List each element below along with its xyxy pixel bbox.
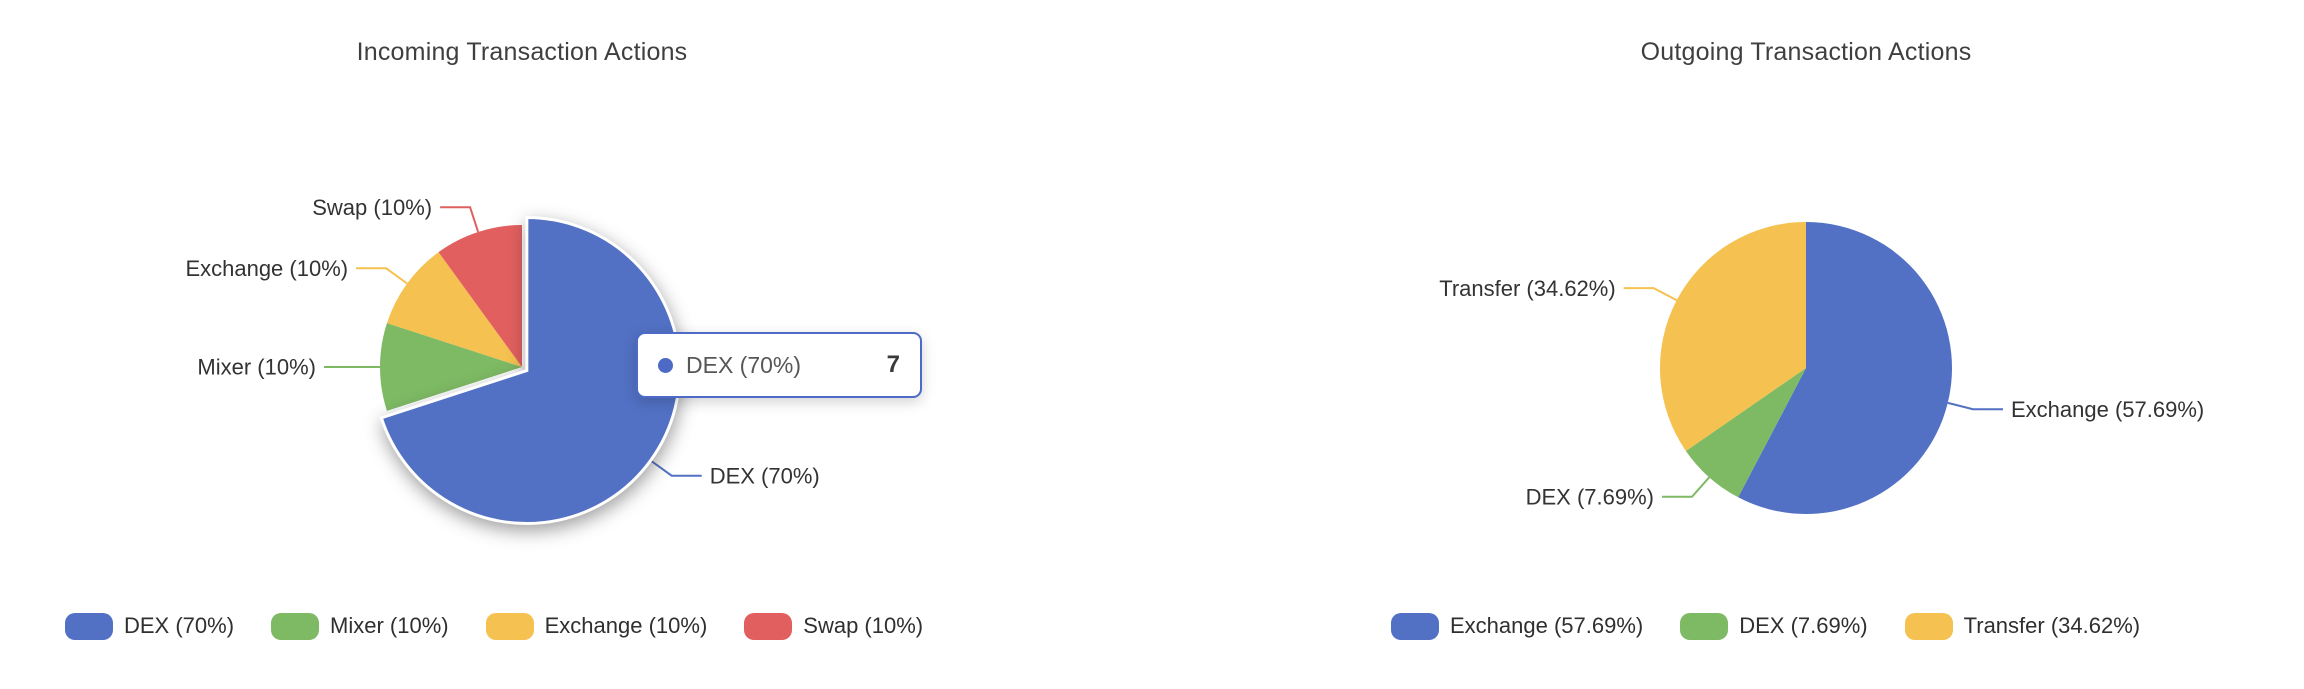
- outgoing-pie: Exchange (57.69%) DEX (7.69%) Transfer (34…: [1439, 222, 2204, 514]
- legend-swatch-exchange: [485, 612, 534, 640]
- slice-label-line-exchange: [356, 267, 408, 285]
- legend-label-transfer: Transfer (34.62%): [1963, 613, 2141, 638]
- legend-item-mixer[interactable]: Mixer (10%): [271, 612, 449, 640]
- slice-label-mixer: Mixer (10%): [197, 355, 316, 380]
- legend-swatch-exchange: [1391, 612, 1439, 640]
- incoming-pie: DEX (70%) Mixer (10%) Exchange (10%) Swap (…: [185, 195, 820, 526]
- legend-swatch-transfer: [1904, 612, 1953, 640]
- pie-slice-dex[interactable]: [1685, 368, 1806, 498]
- slice-label-line-transfer: [1623, 287, 1678, 302]
- legend-label-dex: DEX (7.69%): [1739, 613, 1868, 638]
- legend-label-swap: Swap (10%): [803, 613, 924, 638]
- legend-label-dex: DEX (70%): [124, 613, 235, 638]
- legend-item-exchange[interactable]: Exchange (57.69%): [1391, 612, 1644, 640]
- incoming-chart-title: Incoming Transaction Actions: [356, 38, 688, 66]
- slice-label-dex: DEX (70%): [710, 463, 820, 488]
- legend-item-transfer[interactable]: Transfer (34.62%): [1904, 612, 2141, 640]
- outgoing-legend: Exchange (57.69%) DEX (7.69%) Transfer (34…: [1391, 610, 2140, 642]
- pie-slice-dex[interactable]: [379, 216, 682, 526]
- incoming-transactions-chart: Incoming Transaction Actions DEX (70%) Mi…: [65, 38, 923, 642]
- slice-label-line-dex: [650, 459, 702, 477]
- tooltip-value: 7: [886, 351, 900, 378]
- pie-slice-transfer[interactable]: [1660, 222, 1806, 451]
- slice-label-dex: DEX (7.69%): [1526, 485, 1654, 510]
- pie-slice-exchange[interactable]: [386, 252, 522, 367]
- slice-label-transfer: Transfer (34.62%): [1439, 276, 1615, 301]
- pie-slice-mixer[interactable]: [380, 323, 522, 411]
- pie-slice-swap[interactable]: [438, 225, 522, 367]
- slice-label-line-dex: [1662, 476, 1710, 498]
- legend-item-dex[interactable]: DEX (7.69%): [1680, 612, 1868, 640]
- legend-swatch-mixer: [271, 612, 320, 640]
- legend-item-exchange[interactable]: Exchange (10%): [485, 612, 708, 640]
- legend-item-dex[interactable]: DEX (70%): [65, 612, 235, 640]
- slice-label-exchange: Exchange (57.69%): [2011, 397, 2204, 422]
- legend-item-swap[interactable]: Swap (10%): [744, 612, 924, 640]
- tooltip-label: DEX (70%): [686, 351, 802, 378]
- slice-label-line-exchange: [1947, 401, 2003, 411]
- outgoing-chart-title: Outgoing Transaction Actions: [1640, 38, 1972, 66]
- incoming-legend: DEX (70%) Mixer (10%) Exchange (10%) Swap (…: [65, 610, 923, 642]
- outgoing-transactions-chart: Outgoing Transaction Actions Exchange (5…: [1152, 0, 2304, 689]
- legend-label-mixer: Mixer (10%): [330, 613, 449, 638]
- legend-swatch-dex: [1680, 612, 1729, 640]
- pie-slice-exchange[interactable]: [1738, 222, 1952, 514]
- legend-label-exchange: Exchange (10%): [544, 613, 708, 638]
- legend-swatch-swap: [744, 612, 793, 640]
- legend-swatch-dex: [65, 612, 113, 640]
- slice-label-exchange: Exchange (10%): [185, 256, 348, 281]
- slice-label-swap: Swap (10%): [312, 195, 432, 220]
- tooltip: DEX (70%) 7: [636, 332, 922, 398]
- legend-label-exchange: Exchange (57.69%): [1450, 613, 1644, 638]
- slice-label-line-swap: [440, 206, 480, 233]
- tooltip-series-dot: [658, 357, 673, 373]
